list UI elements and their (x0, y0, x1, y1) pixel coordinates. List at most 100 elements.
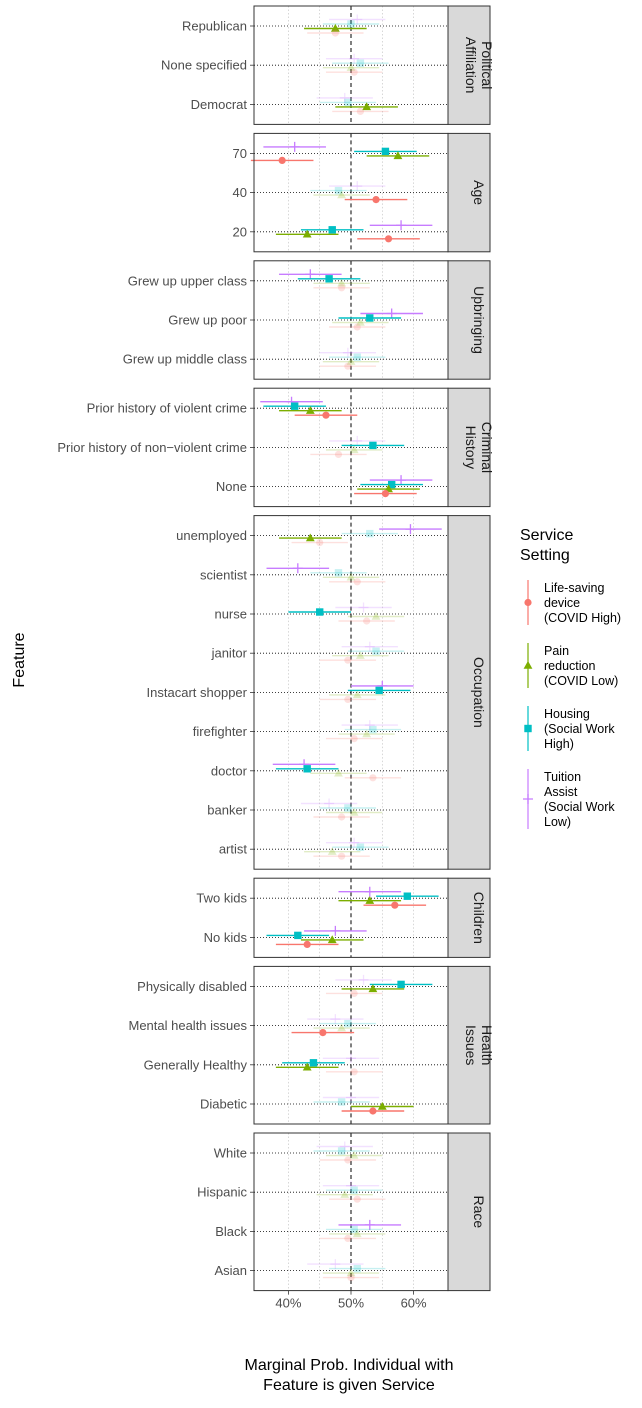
legend-label: (Social Work (544, 722, 615, 736)
point-tuition (349, 837, 360, 848)
y-tick-label: Two kids (196, 891, 247, 906)
point-life (356, 107, 364, 115)
point-housing (372, 647, 380, 655)
strip-background (447, 387, 491, 508)
point-life (344, 656, 352, 664)
point-housing (369, 441, 377, 450)
point-housing (403, 892, 412, 900)
y-tick-label: scientist (200, 567, 247, 582)
point-life (338, 813, 346, 821)
point-life (344, 1156, 352, 1164)
point-pain (305, 406, 315, 414)
point-life (322, 411, 330, 419)
y-tick-label: 40 (233, 185, 247, 200)
point-housing (316, 608, 324, 616)
panel-6: Physically disabled Mental health issues G… (128, 965, 495, 1125)
point-tuition (346, 1180, 356, 1191)
point-housing (337, 1147, 346, 1155)
point-life (350, 735, 358, 743)
y-tick-label: Grew up middle class (123, 352, 248, 367)
strip-label: Race (471, 1195, 487, 1228)
point-housing (353, 1264, 361, 1273)
legend-key-square-icon (524, 724, 532, 733)
point-tuition (339, 92, 350, 103)
y-axis-title: Feature (11, 632, 28, 687)
point-life (319, 1029, 327, 1037)
point-life (347, 1274, 355, 1282)
strip-label: Criminal (479, 422, 495, 473)
point-pain (330, 23, 340, 32)
y-tick-label: Prior history of non−violent crime (57, 440, 247, 455)
strip-label: History (463, 426, 479, 470)
legend-label: (Social Work (544, 800, 615, 814)
point-housing (347, 20, 355, 28)
point-housing (334, 186, 343, 195)
point-pain (327, 847, 337, 855)
y-tick-label: Republican (182, 19, 247, 34)
point-life (350, 68, 358, 76)
point-housing (337, 1098, 346, 1106)
point-pain (346, 63, 356, 71)
point-housing (344, 804, 352, 812)
y-tick-label: Grew up poor (168, 313, 247, 328)
point-pain (302, 229, 312, 238)
point-tuition (386, 308, 397, 319)
point-pain (377, 1101, 387, 1110)
point-tuition (352, 435, 363, 446)
point-tuition (292, 563, 303, 574)
strip-label: Age (471, 180, 487, 205)
point-tuition (364, 720, 375, 731)
y-tick-label: Diabetic (200, 1097, 247, 1112)
point-pain (337, 278, 347, 287)
point-pain (337, 1023, 347, 1032)
point-housing (328, 226, 336, 234)
y-tick-label: banker (207, 803, 247, 818)
strip-label: Health (479, 1025, 495, 1065)
point-housing (356, 59, 365, 67)
point-pain (302, 1062, 312, 1071)
legend-title: Service (520, 527, 573, 544)
point-pain (305, 533, 315, 542)
point-tuition (305, 269, 316, 280)
strip-background (447, 515, 491, 870)
point-life (334, 450, 343, 458)
point-pain (349, 807, 359, 816)
point-tuition (330, 1259, 341, 1270)
legend-label: Tuition (544, 770, 581, 784)
strip-background (447, 965, 491, 1125)
point-pain (346, 572, 356, 581)
point-housing (350, 1225, 358, 1234)
strip-label: Upbringing (471, 286, 487, 354)
y-tick-label: No kids (204, 930, 248, 945)
point-life (331, 29, 339, 37)
point-tuition (342, 347, 353, 358)
legend-label: High) (544, 737, 574, 751)
point-pain (337, 190, 347, 199)
point-housing (344, 1019, 352, 1028)
point-pain (340, 1190, 350, 1198)
y-tick-label: artist (219, 842, 248, 857)
point-pain (327, 935, 337, 944)
legend-title: Setting (520, 547, 570, 564)
legend-label: (COVID High) (544, 611, 621, 625)
point-tuition (352, 14, 363, 25)
point-pain (362, 102, 372, 111)
point-life (363, 617, 371, 625)
point-pain (346, 1268, 356, 1277)
point-pain (393, 151, 403, 160)
point-housing (375, 686, 383, 695)
point-pain (349, 1150, 359, 1159)
point-life (391, 901, 399, 909)
legend-label: device (544, 596, 580, 610)
point-life (353, 578, 361, 586)
point-housing (334, 569, 343, 577)
point-housing (397, 980, 405, 989)
y-tick-label: Democrat (191, 97, 248, 112)
y-tick-label: 20 (233, 224, 247, 239)
point-pain (352, 690, 362, 699)
panel-0: Republican None specified Democrat Politica… (161, 5, 495, 125)
point-housing (325, 275, 333, 283)
point-pain (355, 317, 365, 326)
strip-background (447, 260, 491, 380)
